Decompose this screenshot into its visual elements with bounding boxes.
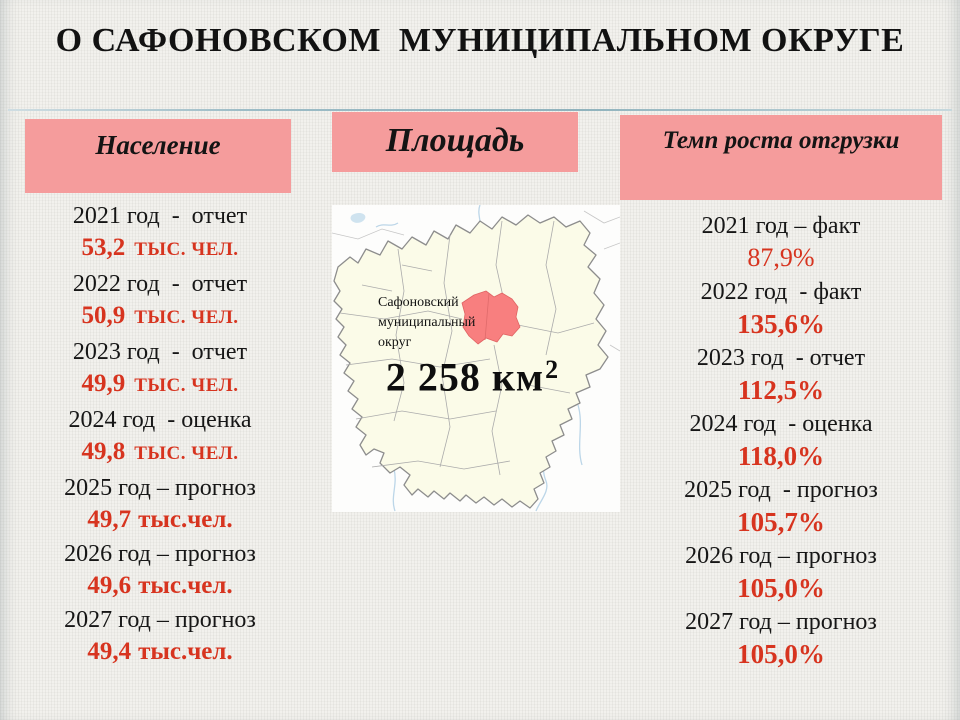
value-unit: тыс.чел.	[138, 572, 233, 599]
value-number: 49,9	[81, 370, 126, 397]
population-entry: 2021 год - отчет 53,2 ТЫС. ЧЕЛ.	[10, 200, 310, 265]
population-entry: 2022 год - отчет 50,9 ТЫС. ЧЕЛ.	[10, 268, 310, 333]
year-label: 2022 год - отчет	[72, 271, 248, 297]
shipment-header-label: Темп роста отгрузки	[662, 127, 900, 154]
shipment-entry: 2025 год - прогноз 105,7%	[622, 474, 940, 537]
shipment-header: Темп роста отгрузки	[620, 115, 942, 200]
page-title: О САФОНОВСКОМ МУНИЦИПАЛЬНОМ ОКРУГЕ	[55, 22, 905, 59]
shipment-value: 87,9%	[747, 243, 815, 272]
year-label: 2025 год - прогноз	[684, 477, 878, 503]
shipment-value: 105,0%	[737, 573, 825, 603]
population-value: 49,9 ТЫС. ЧЕЛ.	[10, 369, 310, 401]
population-entry: 2023 год - отчет 49,9 ТЫС. ЧЕЛ.	[10, 336, 310, 401]
area-header: Площадь	[332, 112, 578, 172]
value-number: 53,2	[81, 234, 126, 261]
year-label: 2023 год - отчет	[696, 345, 866, 371]
population-header: Население	[25, 119, 291, 193]
year-label: 2023 год - отчет	[72, 339, 248, 365]
year-label: 2027 год – прогноз	[64, 607, 256, 633]
population-value: 53,2 ТЫС. ЧЕЛ.	[10, 233, 310, 265]
title-divider	[8, 109, 952, 111]
year-label: 2025 год – прогноз	[64, 475, 256, 501]
year-label: 2026 год – прогноз	[64, 541, 256, 567]
year-label: 2024 год - оценка	[689, 411, 873, 437]
population-entry: 2024 год - оценка 49,8 ТЫС. ЧЕЛ.	[10, 404, 310, 469]
population-value: 49,8 ТЫС. ЧЕЛ.	[10, 437, 310, 469]
lake-shape	[350, 212, 366, 223]
district-borders	[339, 220, 595, 476]
population-entry: 2027 год – прогноз 49,4 тыс.чел.	[10, 604, 310, 667]
shipment-value: 118,0%	[737, 441, 825, 471]
value-unit: тыс.чел.	[138, 506, 233, 533]
district-label: Сафоновский муниципальный округ	[378, 295, 476, 350]
value-unit: тыс.чел.	[138, 638, 233, 665]
oblast-outline	[333, 214, 609, 509]
shipment-entry: 2021 год – факт 87,9%	[622, 210, 940, 273]
year-label: 2021 год - отчет	[72, 203, 248, 229]
population-entry: 2026 год – прогноз 49,6 тыс.чел.	[10, 538, 310, 601]
value-unit: ТЫС. ЧЕЛ.	[134, 375, 239, 396]
population-header-label: Население	[95, 130, 221, 160]
value-number: 50,9	[81, 302, 126, 329]
value-unit: ТЫС. ЧЕЛ.	[134, 307, 239, 328]
value-number: 49,8	[81, 438, 126, 465]
smolensk-oblast-map: Сафоновский муниципальный округ 2 258 км…	[332, 205, 620, 512]
map-graphic	[332, 205, 620, 512]
shipment-entry: 2026 год – прогноз 105,0%	[622, 540, 940, 603]
year-label: 2027 год – прогноз	[685, 609, 877, 635]
shipment-value: 135,6%	[737, 309, 825, 339]
area-header-label: Площадь	[385, 122, 525, 159]
shipment-entry: 2024 год - оценка 118,0%	[622, 408, 940, 471]
shipment-value: 112,5%	[737, 375, 825, 405]
value-unit: ТЫС. ЧЕЛ.	[134, 239, 239, 260]
value-number: 49,6	[87, 572, 132, 599]
shipment-value: 105,7%	[737, 507, 825, 537]
shipment-value: 105,0%	[737, 639, 825, 669]
shipment-list: 2021 год – факт 87,9% 2022 год - факт 135,6…	[622, 210, 940, 672]
value-number: 49,7	[87, 506, 132, 533]
year-label: 2024 год - оценка	[68, 407, 252, 433]
value-number: 49,4	[87, 638, 132, 665]
year-label: 2026 год – прогноз	[685, 543, 877, 569]
population-value: 49,4 тыс.чел.	[10, 637, 310, 667]
population-list: 2021 год - отчет 53,2 ТЫС. ЧЕЛ. 2022 год - …	[10, 200, 310, 670]
population-value: 50,9 ТЫС. ЧЕЛ.	[10, 301, 310, 333]
year-label: 2022 год - факт	[700, 279, 862, 305]
population-value: 49,7 тыс.чел.	[10, 505, 310, 535]
value-unit: ТЫС. ЧЕЛ.	[134, 443, 239, 464]
year-label: 2021 год – факт	[701, 213, 861, 239]
shipment-entry: 2023 год - отчет 112,5%	[622, 342, 940, 405]
safonovsky-district-shape	[461, 290, 521, 345]
population-value: 49,6 тыс.чел.	[10, 571, 310, 601]
area-value-superscript: 2	[545, 355, 560, 384]
area-value: 2 258 км2	[352, 353, 592, 400]
population-entry: 2025 год – прогноз 49,7 тыс.чел.	[10, 472, 310, 535]
shipment-entry: 2022 год - факт 135,6%	[622, 276, 940, 339]
area-value-number: 2 258 км	[385, 354, 545, 400]
shipment-entry: 2027 год – прогноз 105,0%	[622, 606, 940, 669]
